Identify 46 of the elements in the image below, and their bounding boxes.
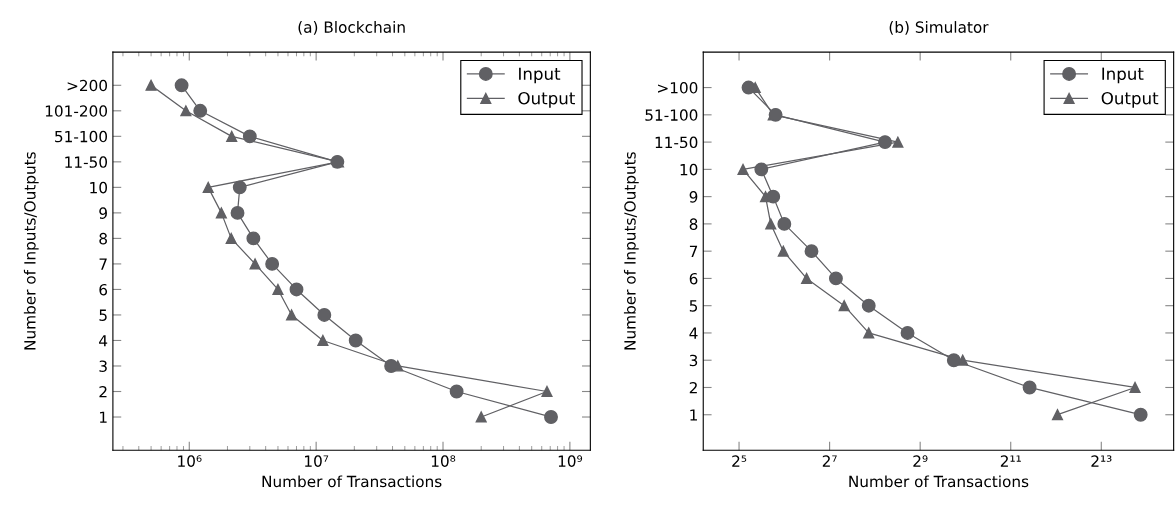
y-axis-title: Number of Inputs/Outputs xyxy=(23,152,39,350)
x-tick-label: 2¹¹ xyxy=(1000,455,1021,467)
y-tick-label: 7 xyxy=(99,258,107,270)
y-tick-label: 10 xyxy=(680,163,698,176)
y-tick-label: 51-100 xyxy=(55,130,108,143)
y-tick-label: 5 xyxy=(689,300,698,312)
x-tick-label: 2¹³ xyxy=(1091,455,1112,467)
chart-title: (b) Simulator xyxy=(889,21,989,35)
y-tick-label: 9 xyxy=(99,207,107,219)
legend-label: Output xyxy=(1101,91,1159,108)
x-tick-label: 10⁶ xyxy=(178,455,202,467)
x-axis-title: Number of Transactions xyxy=(849,475,1029,488)
y-tick-label: 6 xyxy=(689,272,698,285)
y-tick-label: >200 xyxy=(67,79,108,92)
y-tick-label: 101-200 xyxy=(45,105,108,117)
y-tick-label: 11-50 xyxy=(65,156,108,168)
legend-label: Input xyxy=(1102,67,1144,84)
x-tick-label: 2⁵ xyxy=(732,455,747,467)
y-tick-label: 4 xyxy=(689,327,698,339)
y-tick-label: 10 xyxy=(90,181,108,194)
y-tick-label: 5 xyxy=(99,309,107,321)
y-tick-label: 2 xyxy=(689,381,697,394)
y-tick-label: 8 xyxy=(689,218,698,230)
y-tick-label: 2 xyxy=(99,385,107,398)
y-tick-label: >100 xyxy=(658,82,698,94)
x-tick-label: 10⁸ xyxy=(431,455,456,467)
legend-label: Output xyxy=(518,91,575,108)
y-tick-label: 3 xyxy=(99,360,107,373)
y-tick-label: 8 xyxy=(99,232,107,245)
y-tick-label: 6 xyxy=(99,283,108,296)
y-tick-label: 51-100 xyxy=(645,109,698,121)
y-tick-label: 11-50 xyxy=(655,136,698,149)
x-tick-label: 2⁷ xyxy=(822,455,837,467)
chart-title: (a) Blockchain xyxy=(298,21,405,35)
x-tick-label: 10⁷ xyxy=(305,455,329,467)
y-tick-label: 7 xyxy=(689,245,698,257)
y-axis-title: Number of Inputs/Outputs xyxy=(623,152,639,350)
x-tick-label: 2⁹ xyxy=(913,455,928,467)
y-tick-label: 4 xyxy=(99,335,108,347)
y-tick-label: 9 xyxy=(689,191,698,203)
legend-label: Input xyxy=(519,67,561,84)
y-tick-label: 1 xyxy=(690,409,697,421)
x-axis-title: Number of Transactions xyxy=(262,475,442,488)
y-tick-label: 1 xyxy=(99,411,107,423)
y-tick-label: 3 xyxy=(689,354,698,367)
x-tick-label: 10⁹ xyxy=(558,455,583,467)
